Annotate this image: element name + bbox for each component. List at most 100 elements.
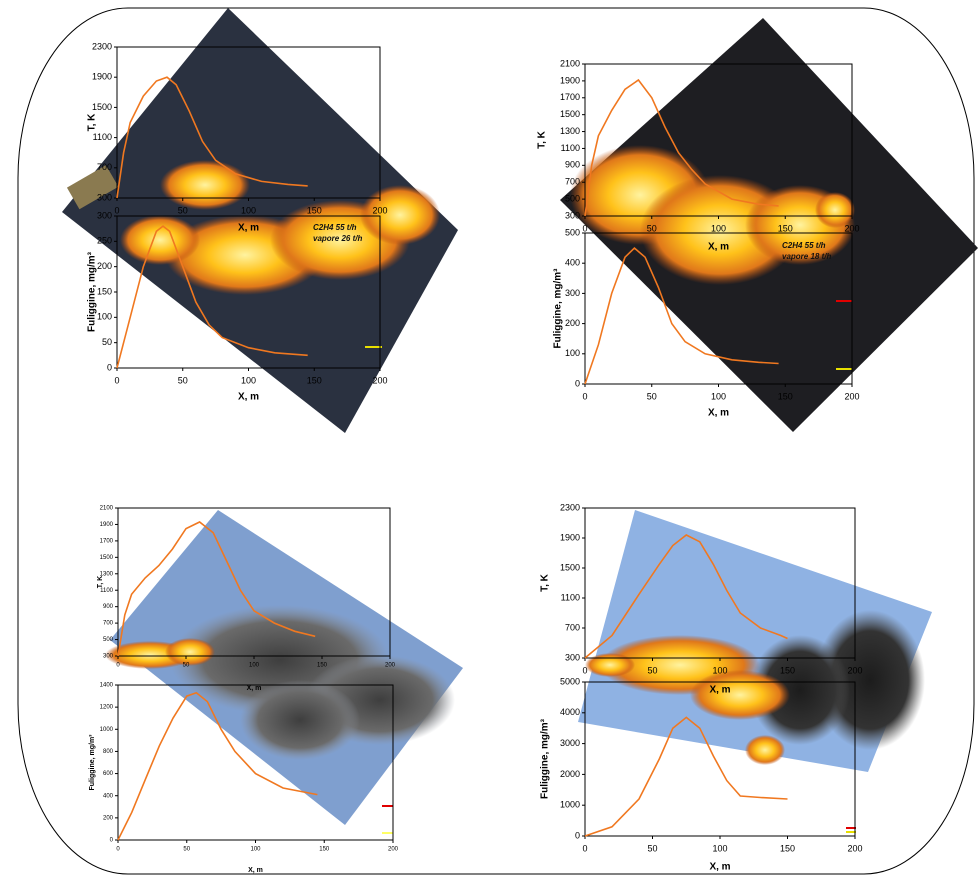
y-axis-label: Fuliggine, mg/m³ [87,251,98,332]
y-tick-label: 1900 [92,72,112,82]
annotation: C2H4 55 t/h [782,241,826,250]
x-tick-label: 50 [178,205,188,215]
x-tick-label: 200 [385,663,396,669]
y-tick-label: 1500 [100,555,114,561]
y-tick-label: 2300 [560,502,580,512]
y-axis-label: T, K [540,573,551,592]
x-axis-label: X, m [709,862,730,873]
x-tick-label: 50 [647,223,657,233]
y-tick-label: 300 [97,192,112,202]
x-tick-label: 200 [372,375,387,385]
y-tick-label: 3000 [560,738,580,748]
x-tick-label: 200 [847,843,862,853]
x-tick-label: 200 [844,223,859,233]
x-tick-label: 200 [372,205,387,215]
x-axis-label: X, m [248,867,263,874]
y-tick-label: 700 [103,621,114,627]
x-tick-label: 50 [178,375,188,385]
x-tick-label: 150 [780,665,795,675]
y-axis-label: T, K [87,113,98,132]
x-tick-label: 150 [778,223,793,233]
y-tick-label: 2300 [92,41,112,51]
y-tick-label: 250 [97,236,112,246]
y-tick-label: 0 [575,378,580,388]
x-tick-label: 150 [780,843,795,853]
y-tick-label: 1900 [560,532,580,542]
y-tick-label: 1100 [561,143,580,153]
y-tick-label: 4000 [560,707,580,717]
y-tick-label: 400 [565,258,580,268]
slide: 3007001100150019002300050100150200X, mT,… [0,0,978,877]
y-tick-label: 2000 [560,769,580,779]
y-tick-label: 200 [565,318,580,328]
x-tick-label: 150 [307,375,322,385]
y-tick-label: 0 [575,830,580,840]
x-tick-label: 0 [582,843,587,853]
x-tick-label: 200 [847,665,862,675]
y-tick-label: 100 [565,348,580,358]
x-tick-label: 100 [711,391,726,401]
x-tick-label: 100 [249,663,260,669]
y-tick-label: 5000 [560,676,580,686]
x-tick-label: 100 [241,375,256,385]
x-tick-label: 100 [241,205,256,215]
y-tick-label: 1100 [93,132,112,142]
y-tick-label: 200 [103,815,114,821]
x-axis-label: X, m [708,242,729,253]
y-tick-label: 300 [565,210,580,220]
y-tick-label: 2100 [560,58,580,68]
x-tick-label: 0 [582,391,587,401]
x-axis-label: X, m [238,223,259,234]
y-axis-label: Fuliggine, mg/m³ [540,718,551,799]
y-axis-label: T, K [97,576,104,588]
x-axis-label: X, m [709,685,730,696]
x-axis-label: X, m [247,685,262,692]
y-tick-label: 1900 [560,75,580,85]
y-axis-label: T, K [537,130,548,149]
x-tick-label: 150 [307,205,322,215]
y-tick-label: 1000 [560,800,580,810]
x-axis-label: X, m [708,408,729,419]
y-tick-label: 700 [565,622,580,632]
y-tick-label: 1700 [100,538,114,544]
x-tick-label: 0 [582,665,587,675]
x-tick-label: 100 [712,665,727,675]
y-tick-label: 500 [565,227,580,237]
x-tick-label: 100 [250,847,261,853]
y-tick-label: 1700 [560,92,580,102]
annotation: vapore 26 t/h [313,234,362,243]
y-tick-label: 2100 [100,506,114,512]
y-tick-label: 1200 [100,705,114,711]
x-tick-label: 50 [183,847,190,853]
x-tick-label: 0 [114,375,119,385]
x-tick-label: 200 [844,391,859,401]
y-tick-label: 300 [565,652,580,662]
y-tick-label: 200 [97,261,112,271]
annotation: C2H4 55 t/h [313,223,357,232]
y-tick-label: 1000 [100,727,114,733]
x-tick-label: 100 [712,843,727,853]
x-tick-label: 150 [317,663,328,669]
y-tick-label: 1100 [561,592,580,602]
x-tick-label: 50 [647,391,657,401]
y-tick-label: 400 [103,793,114,799]
y-tick-label: 300 [565,288,580,298]
x-axis-label: X, m [238,392,259,403]
x-tick-label: 150 [778,391,793,401]
x-tick-label: 50 [183,663,190,669]
y-tick-label: 0 [107,362,112,372]
y-tick-label: 1500 [560,562,580,572]
y-tick-label: 150 [97,286,112,296]
y-tick-label: 50 [102,337,112,347]
x-tick-label: 0 [114,205,119,215]
y-tick-label: 1400 [100,683,114,689]
y-tick-label: 100 [97,312,112,322]
y-tick-label: 500 [565,193,580,203]
x-tick-label: 0 [582,223,587,233]
y-tick-label: 700 [97,162,112,172]
y-tick-label: 300 [103,654,114,660]
x-tick-label: 150 [319,847,330,853]
y-tick-label: 800 [103,749,114,755]
y-tick-label: 300 [97,210,112,220]
y-tick-label: 600 [103,771,114,777]
